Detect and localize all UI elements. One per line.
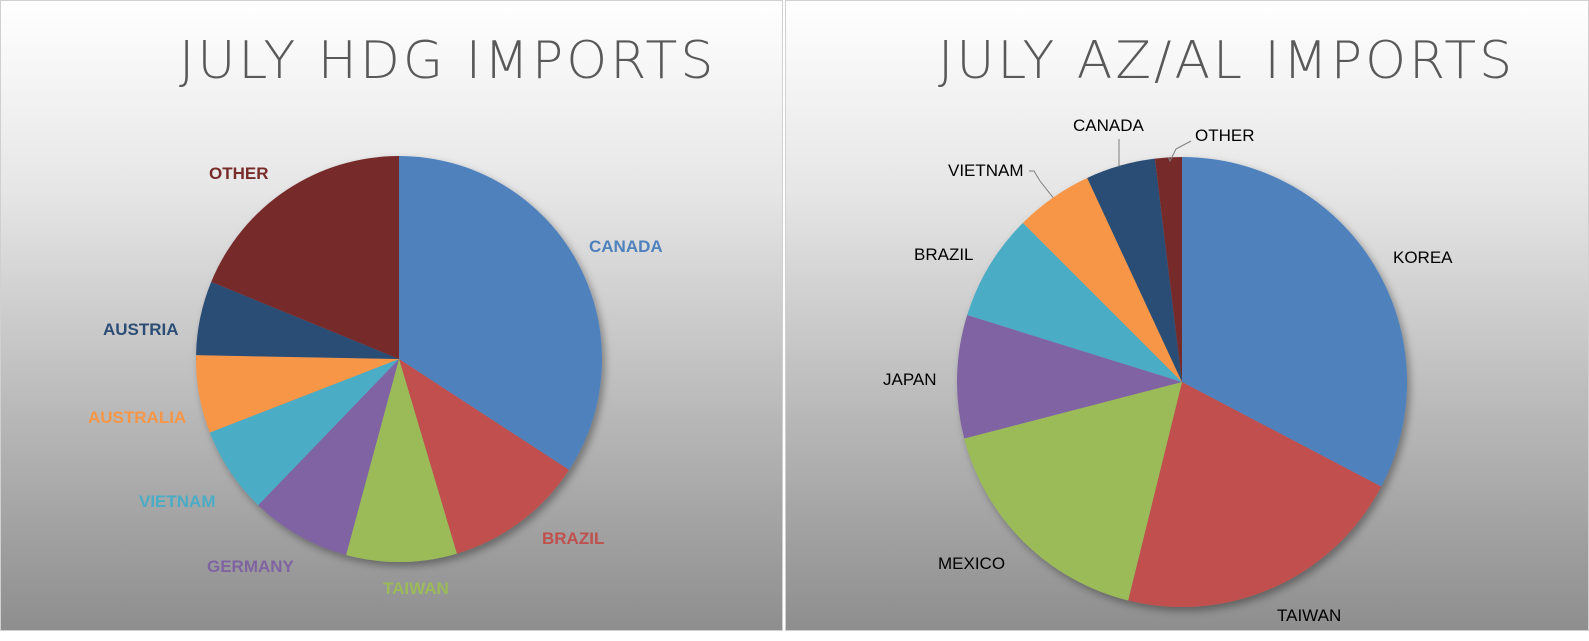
pie-slice-other — [1154, 157, 1182, 382]
slice-label-taiwan: TAIWAN — [1277, 606, 1341, 625]
slice-label-other: OTHER — [209, 164, 269, 183]
slice-label-taiwan: TAIWAN — [383, 579, 449, 598]
pie-slice-korea — [1182, 157, 1407, 487]
leader-line-vietnam — [1029, 170, 1054, 198]
azal-pie-chart: KOREA TAIWAN MEXICO JAPAN BRAZIL VIETNAM CANAD… — [883, 116, 1453, 625]
slice-label-canada: CANADA — [589, 237, 663, 256]
pie-slice-austria — [196, 281, 399, 359]
slice-label-japan: JAPAN — [883, 370, 937, 389]
slice-label-brazil: BRAZIL — [542, 529, 604, 548]
slice-label-austria: AUSTRIA — [103, 320, 179, 339]
pie-slices — [957, 157, 1407, 607]
pie-slice-vietnam — [1022, 177, 1182, 382]
slice-label-brazil: BRAZIL — [914, 245, 974, 264]
pie-slice-taiwan — [346, 359, 457, 562]
slice-label-mexico: MEXICO — [938, 554, 1005, 573]
hdg-chart-panel: JULY HDG IMPORTS CANADA BRAZIL TAIWAN GERMA… — [0, 0, 783, 631]
slice-label-vietnam: VIETNAM — [948, 161, 1024, 180]
pie-slice-brazil — [399, 359, 570, 554]
pie-slice-other — [211, 156, 399, 359]
slice-label-canada: CANADA — [1073, 116, 1145, 135]
azal-chart-panel: JULY AZ/AL IMPORTS KOREA TAIWAN MEXICO JAPA… — [785, 0, 1589, 631]
pie-slice-canada — [1087, 158, 1182, 382]
pie-slice-canada — [399, 156, 602, 470]
pie-slice-japan — [957, 315, 1182, 439]
pie-slice-germany — [258, 359, 399, 555]
slice-label-korea: KOREA — [1393, 248, 1453, 267]
pie-slice-taiwan — [1128, 382, 1382, 607]
leader-line-canada — [1118, 139, 1121, 167]
pie-slice-mexico — [964, 382, 1182, 601]
slice-label-australia: AUSTRALIA — [88, 408, 186, 427]
pie-slice-vietnam — [209, 359, 399, 506]
pie-slice-brazil — [967, 222, 1182, 382]
slice-label-other: OTHER — [1195, 126, 1255, 145]
slice-label-vietnam: VIETNAM — [139, 492, 216, 511]
leader-line-other — [1167, 140, 1192, 163]
pie-slices — [195, 156, 602, 562]
hdg-chart-title: JULY HDG IMPORTS — [179, 31, 717, 91]
slice-label-germany: GERMANY — [207, 557, 295, 576]
pie-slice-australia — [195, 355, 399, 433]
hdg-pie-chart: CANADA BRAZIL TAIWAN GERMANY VIETNAM AUSTRALI… — [88, 156, 663, 598]
azal-chart-title: JULY AZ/AL IMPORTS — [938, 31, 1516, 91]
